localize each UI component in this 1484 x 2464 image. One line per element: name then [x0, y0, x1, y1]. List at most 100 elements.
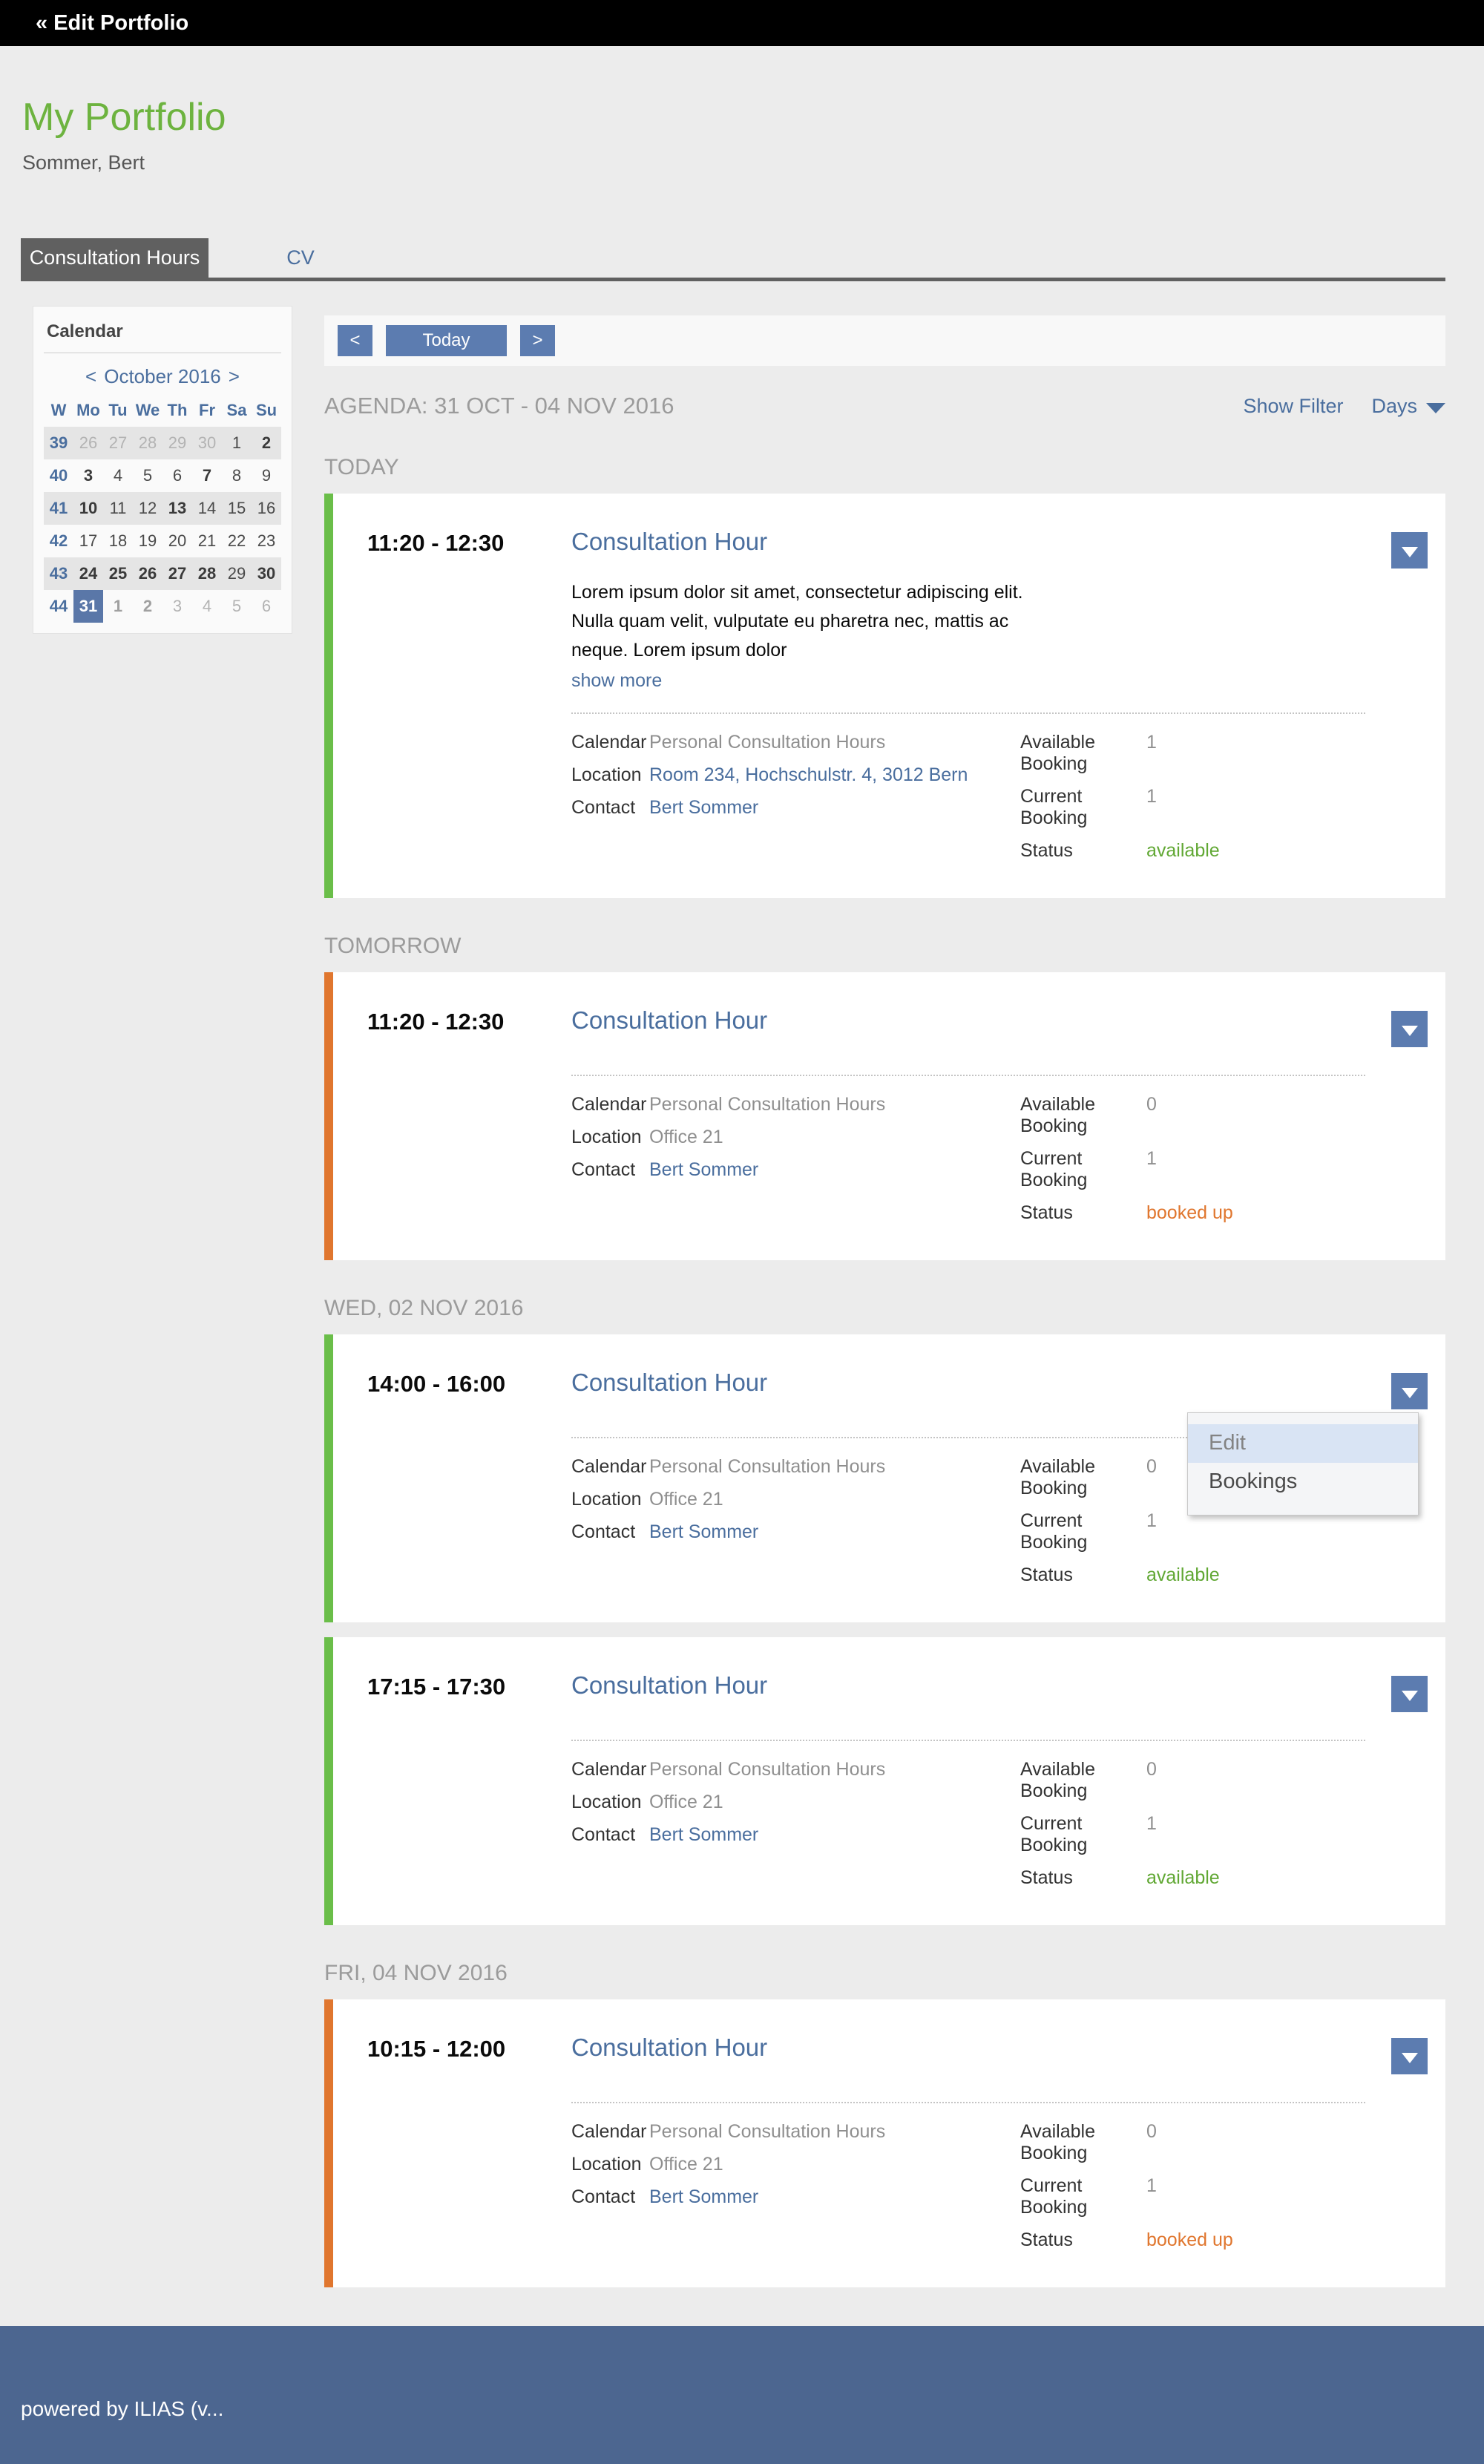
- calendar-day[interactable]: 3: [172, 597, 183, 615]
- calendar-day[interactable]: 11: [109, 499, 127, 517]
- event-actions-dropdown-button[interactable]: [1391, 2038, 1428, 2075]
- calendar-day[interactable]: 28: [138, 433, 157, 452]
- calendar-grid-body: 39 26 27 28 29 30 1 2 40 3 4 5 6 7 8 9 41 10 11 12 13 14 15 16 4…: [44, 427, 281, 623]
- calendar-day[interactable]: 29: [227, 564, 246, 583]
- event-current-booking-value: 1: [1146, 1813, 1157, 1835]
- calendar-day[interactable]: 14: [197, 499, 217, 517]
- calendar-day[interactable]: 18: [108, 531, 128, 550]
- calendar-day[interactable]: 15: [227, 499, 246, 517]
- event-location-value: Office 21: [649, 2154, 723, 2175]
- agenda-section: TODAY 11:20 - 12:30 Consultation Hour Lo…: [324, 455, 1445, 899]
- section-header: WED, 02 NOV 2016: [324, 1296, 524, 1321]
- event-title-link[interactable]: Consultation Hour: [571, 1006, 768, 1035]
- calendar-day-selected[interactable]: 31: [73, 590, 103, 623]
- back-to-edit-portfolio-link[interactable]: « Edit Portfolio: [36, 10, 189, 35]
- calendar-day[interactable]: 2: [261, 433, 272, 452]
- calendar-week-number[interactable]: 43: [49, 564, 68, 583]
- event-title-link[interactable]: Consultation Hour: [571, 2034, 768, 2062]
- menu-item-edit[interactable]: Edit: [1188, 1424, 1418, 1464]
- current-booking-label: Current Booking: [1020, 786, 1088, 829]
- calendar-day[interactable]: 30: [257, 564, 276, 583]
- calendar-panel-title: Calendar: [44, 318, 281, 353]
- calendar-day[interactable]: 27: [108, 433, 128, 452]
- calendar-week-number[interactable]: 42: [49, 531, 68, 550]
- calendar-day[interactable]: 3: [83, 466, 93, 485]
- calendar-day[interactable]: 10: [79, 499, 98, 517]
- calendar-day[interactable]: 9: [261, 466, 272, 485]
- calendar-day[interactable]: 21: [197, 531, 217, 550]
- event-title-link[interactable]: Consultation Hour: [571, 1369, 768, 1397]
- calendar-day[interactable]: 12: [138, 499, 157, 517]
- calendar-day[interactable]: 26: [138, 564, 157, 583]
- top-bar: « Edit Portfolio: [0, 0, 1484, 46]
- event-contact-link[interactable]: Bert Sommer: [649, 2186, 759, 2208]
- calendar-day[interactable]: 8: [232, 466, 242, 485]
- event-contact-link[interactable]: Bert Sommer: [649, 797, 759, 819]
- calendar-day[interactable]: 28: [197, 564, 217, 583]
- show-more-link[interactable]: show more: [571, 670, 663, 692]
- calendar-day[interactable]: 25: [108, 564, 128, 583]
- calendar-day[interactable]: 6: [261, 597, 272, 615]
- calendar-week-row: 39 26 27 28 29 30 1 2: [44, 427, 281, 459]
- event-card: 17:15 - 17:30 Consultation Hour Calendar…: [324, 1637, 1445, 1926]
- contact-field-label: Contact: [571, 2186, 636, 2208]
- calendar-day[interactable]: 30: [197, 433, 217, 452]
- calendar-week-number[interactable]: 44: [49, 597, 68, 615]
- calendar-day[interactable]: 24: [79, 564, 98, 583]
- location-field-label: Location: [571, 2154, 642, 2175]
- calendar-day[interactable]: 22: [227, 531, 246, 550]
- calendar-week-number[interactable]: 41: [49, 499, 68, 517]
- calendar-day[interactable]: 16: [257, 499, 276, 517]
- event-location-value[interactable]: Room 234, Hochschulstr. 4, 3012 Bern: [649, 764, 968, 786]
- status-label: Status: [1020, 1564, 1073, 1586]
- calendar-week-number[interactable]: 40: [49, 466, 68, 485]
- menu-item-bookings[interactable]: Bookings: [1209, 1469, 1298, 1494]
- prev-period-button[interactable]: <: [338, 325, 372, 356]
- event-contact-link[interactable]: Bert Sommer: [649, 1824, 759, 1846]
- calendar-weekday-header: Tu: [108, 401, 128, 419]
- event-current-booking-value: 1: [1146, 1148, 1157, 1170]
- event-contact-link[interactable]: Bert Sommer: [649, 1159, 759, 1181]
- calendar-day[interactable]: 6: [172, 466, 183, 485]
- calendar-prev-month-button[interactable]: <: [85, 365, 97, 387]
- tab-consultation-hours[interactable]: Consultation Hours: [21, 238, 209, 278]
- calendar-day[interactable]: 1: [113, 597, 123, 615]
- calendar-next-month-button[interactable]: >: [228, 365, 240, 387]
- next-period-button[interactable]: >: [520, 325, 555, 356]
- calendar-week-number[interactable]: 39: [49, 433, 68, 452]
- calendar-day[interactable]: 19: [138, 531, 157, 550]
- calendar-day[interactable]: 4: [113, 466, 123, 485]
- calendar-day[interactable]: 26: [79, 433, 98, 452]
- calendar-day[interactable]: 5: [232, 597, 242, 615]
- show-filter-link[interactable]: Show Filter: [1243, 394, 1344, 417]
- event-current-booking-value: 1: [1146, 2175, 1157, 2197]
- event-calendar-value: Personal Consultation Hours: [649, 2121, 886, 2143]
- calendar-day[interactable]: 23: [257, 531, 276, 550]
- event-actions-dropdown-button[interactable]: [1391, 532, 1428, 569]
- event-title-link[interactable]: Consultation Hour: [571, 528, 768, 555]
- tab-cv[interactable]: CV: [286, 246, 315, 269]
- calendar-day[interactable]: 27: [168, 564, 187, 583]
- event-card: 10:15 - 12:00 Consultation Hour Calendar…: [324, 1999, 1445, 2288]
- calendar-day[interactable]: 29: [168, 433, 187, 452]
- calendar-day[interactable]: 1: [232, 433, 242, 452]
- event-contact-link[interactable]: Bert Sommer: [649, 1521, 759, 1543]
- calendar-day[interactable]: 17: [79, 531, 98, 550]
- today-button[interactable]: Today: [386, 325, 507, 356]
- calendar-day[interactable]: 20: [168, 531, 187, 550]
- days-view-dropdown[interactable]: Days: [1371, 395, 1445, 418]
- calendar-day[interactable]: 4: [202, 597, 212, 615]
- contact-field-label: Contact: [571, 1521, 636, 1543]
- event-actions-dropdown-button[interactable]: [1391, 1676, 1428, 1713]
- available-booking-label: Available Booking: [1020, 1759, 1096, 1802]
- calendar-day[interactable]: 5: [142, 466, 153, 485]
- powered-by-ilias-link[interactable]: powered by ILIAS (v...: [21, 2397, 224, 2420]
- event-actions-dropdown-button[interactable]: [1391, 1011, 1428, 1048]
- status-label: Status: [1020, 1867, 1073, 1889]
- event-available-booking-value: 1: [1146, 732, 1157, 753]
- calendar-day[interactable]: 7: [202, 466, 212, 485]
- calendar-day[interactable]: 13: [168, 499, 187, 517]
- event-title-link[interactable]: Consultation Hour: [571, 1671, 768, 1700]
- calendar-day[interactable]: 2: [142, 597, 153, 615]
- event-actions-dropdown-button[interactable]: [1391, 1373, 1428, 1410]
